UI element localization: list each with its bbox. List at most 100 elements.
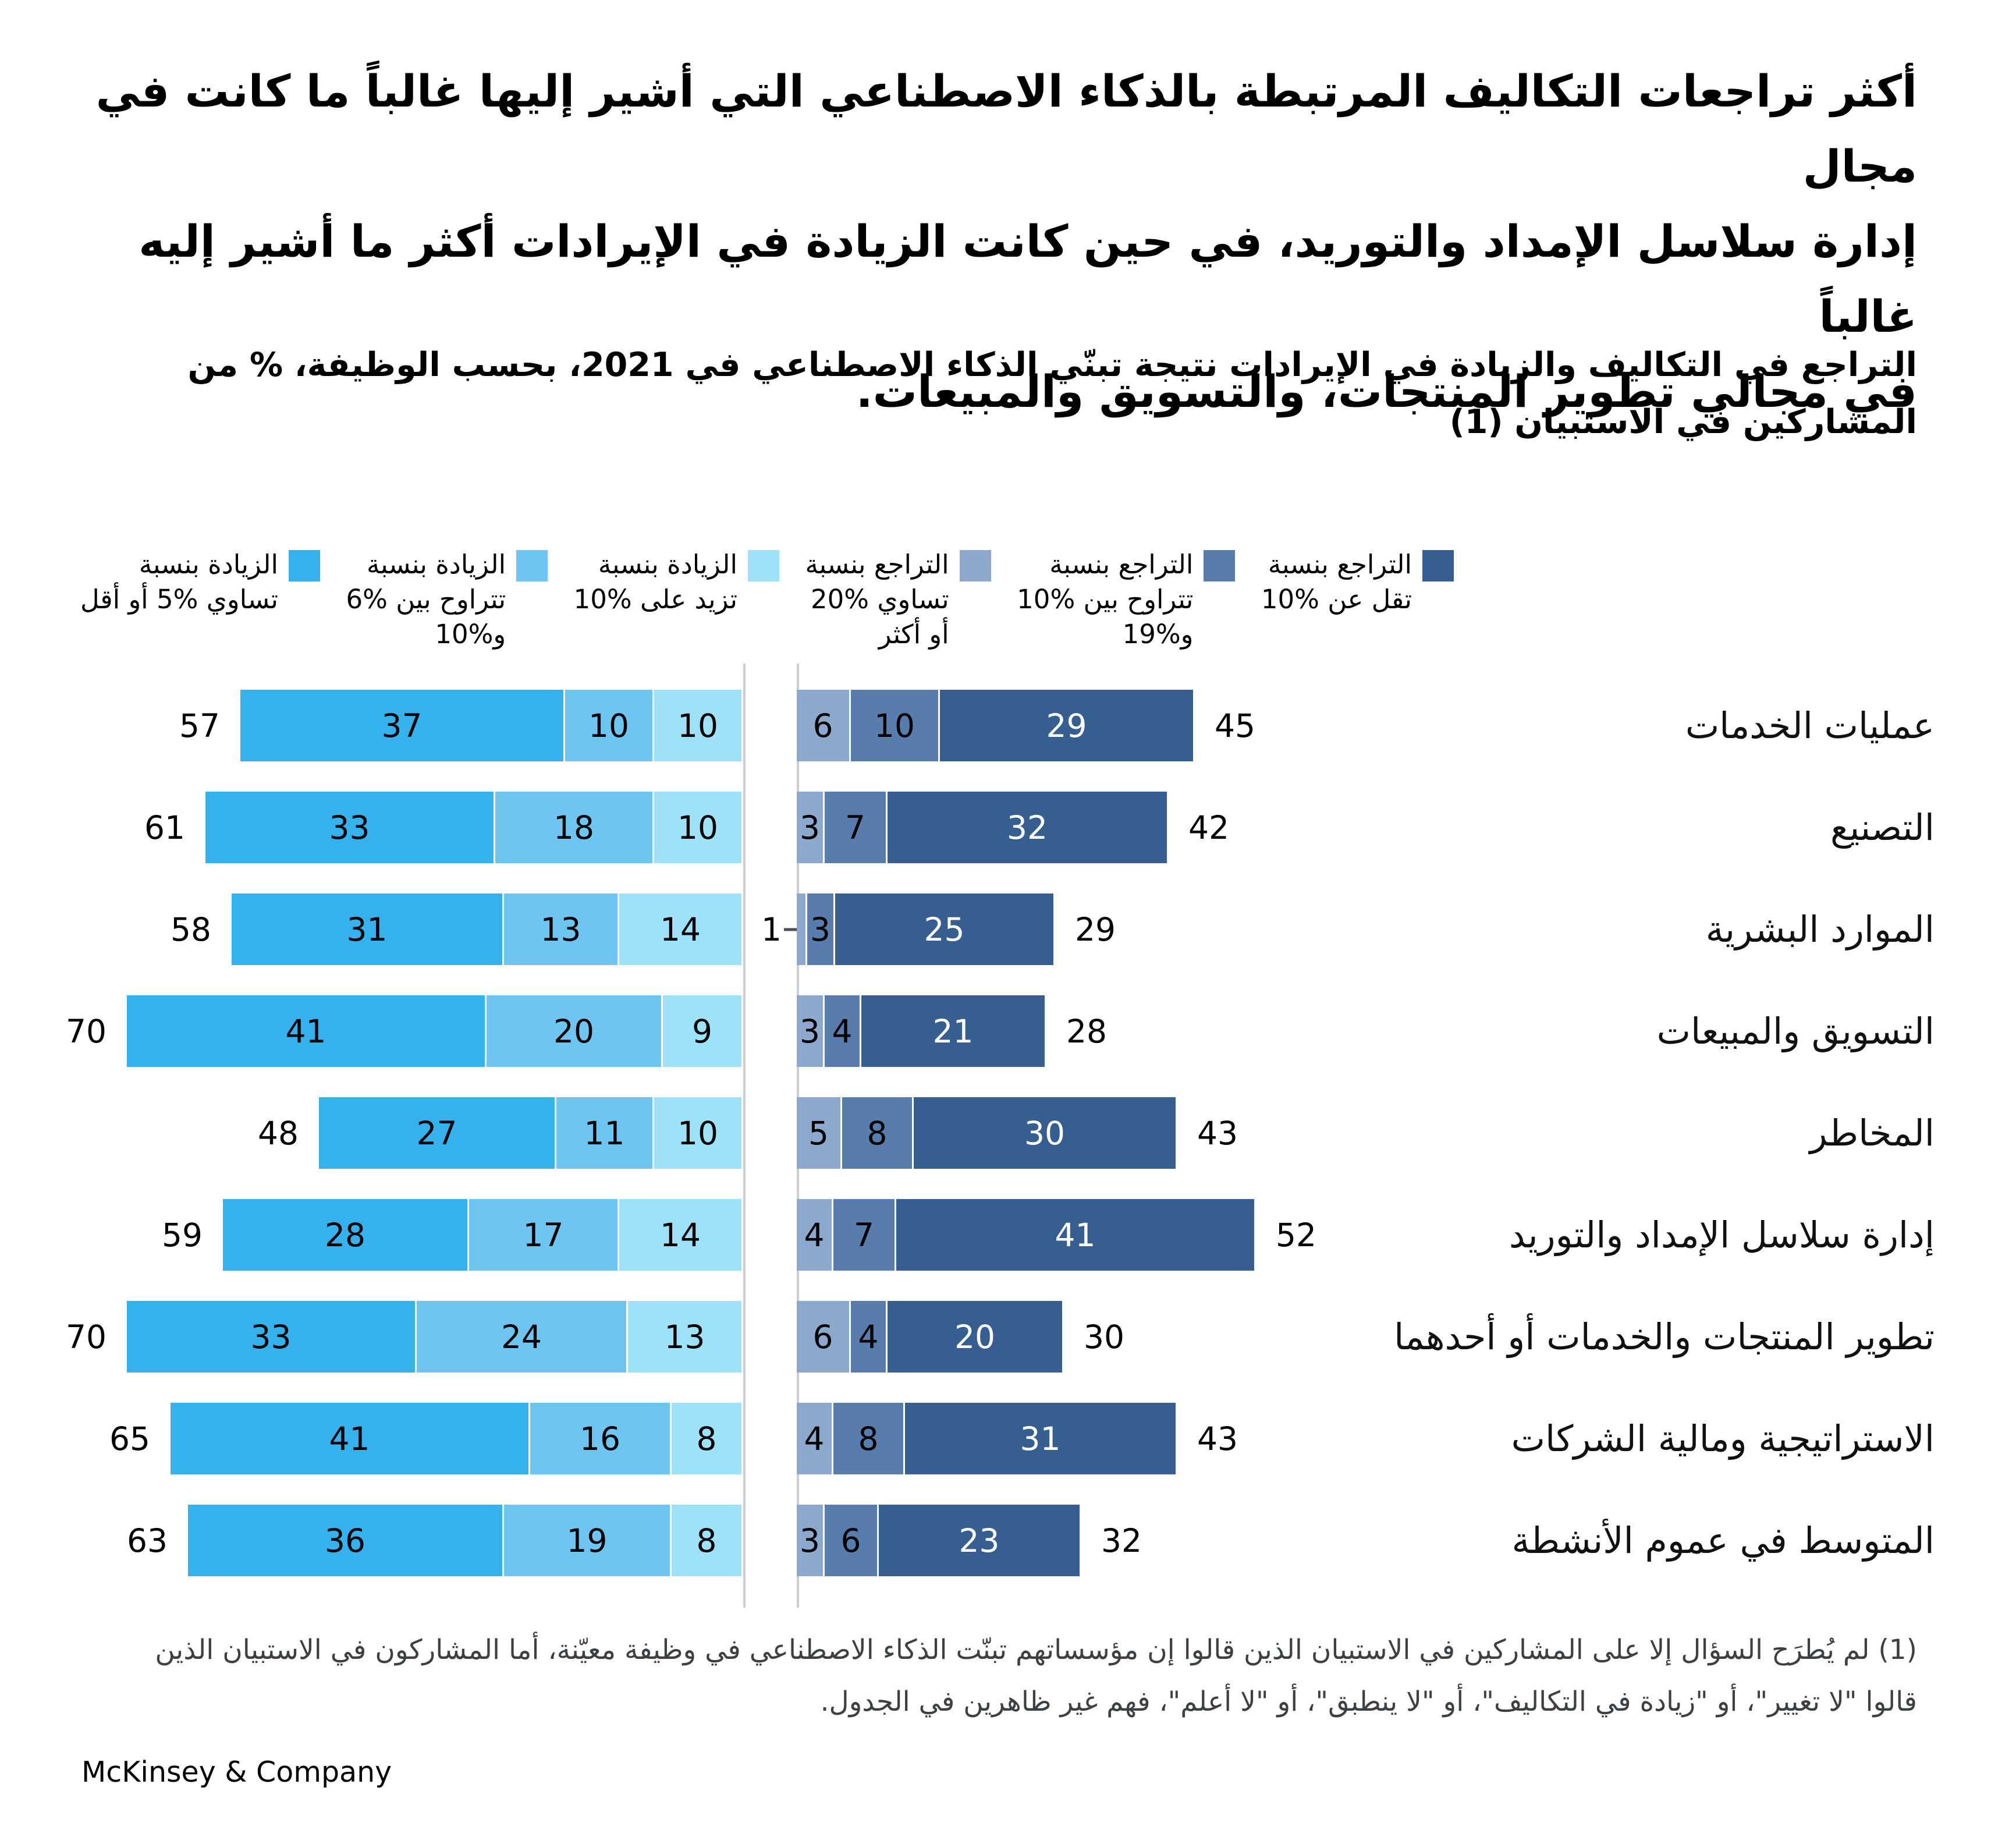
axis-line-increase xyxy=(743,664,746,1608)
segment-value-label: 41 xyxy=(285,1012,326,1050)
increase-segment: 33 xyxy=(205,792,494,863)
increase-segment: 37 xyxy=(240,690,563,761)
decrease-segment: 4 xyxy=(825,995,860,1067)
segment-value-label: 3 xyxy=(800,1012,820,1050)
segment-value-label: 8 xyxy=(867,1114,888,1152)
mckinsey-logo: McKinsey & Company xyxy=(81,1756,392,1789)
decrease-bar: 6 4 20 30 xyxy=(797,1301,1124,1373)
decrease-bar: 6 10 29 45 xyxy=(797,690,1255,761)
row-label: التصنيع xyxy=(1830,806,1935,849)
segment-value-label: 32 xyxy=(1007,808,1048,846)
segment-value-label: 3 xyxy=(800,1522,820,1559)
row-label: المتوسط في عموم الأنشطة xyxy=(1511,1519,1935,1562)
segment-value-label: 37 xyxy=(381,707,423,744)
increase-segment: 27 xyxy=(319,1097,555,1169)
decrease-total-label: 43 xyxy=(1197,1114,1238,1152)
segment-value-label: 41 xyxy=(329,1420,370,1457)
increase-bar: 70 33 24 13 xyxy=(66,1301,741,1373)
segment-value-label: 14 xyxy=(660,910,701,948)
chart-row: 70 41 20 9 3 4 21 28 التسويق والمبيعات xyxy=(0,995,2016,1067)
chart-row: 61 33 18 10 3 7 32 42 التصنيع xyxy=(0,792,2016,863)
segment-value-label: 33 xyxy=(250,1318,292,1356)
segment-value-label: 10 xyxy=(677,707,718,744)
increase-segment: 10 xyxy=(565,690,652,761)
chart-row: 58 31 13 14 1 3 25 29 الموارد البشرية xyxy=(0,893,2016,965)
legend-label-decrease-lt-10: التراجع بنسبة تقل عن %10 xyxy=(1261,549,1412,615)
row-label: الاستراتيجية ومالية الشركات xyxy=(1511,1417,1935,1460)
segment-value-label: 9 xyxy=(692,1012,712,1050)
segment-value-label: 31 xyxy=(346,910,388,948)
decrease-segment: 3 xyxy=(807,893,833,965)
decrease-segment: 41 xyxy=(896,1199,1254,1271)
decrease-segment: 3 xyxy=(797,792,823,863)
increase-segment: 20 xyxy=(487,995,661,1067)
increase-total-label: 63 xyxy=(127,1522,168,1559)
increase-bar: 70 41 20 9 xyxy=(66,995,741,1067)
decrease-segment: 4 xyxy=(851,1301,886,1373)
segment-value-label: 41 xyxy=(1055,1216,1096,1254)
segment-value-label-outside: 1 xyxy=(761,910,782,948)
segment-value-label: 7 xyxy=(854,1216,874,1254)
decrease-total-label: 52 xyxy=(1276,1216,1316,1254)
increase-bar: 65 41 16 8 xyxy=(109,1403,741,1474)
decrease-segment: 25 xyxy=(835,893,1053,965)
segment-value-label: 5 xyxy=(808,1114,829,1152)
decrease-segment: 20 xyxy=(888,1301,1062,1373)
increase-segment: 28 xyxy=(223,1199,467,1271)
decrease-segment: 23 xyxy=(879,1505,1080,1576)
segment-value-label: 7 xyxy=(845,808,865,846)
decrease-segment: 30 xyxy=(914,1097,1176,1169)
legend-label-increase-gt-10: الزيادة بنسبة تزيد على %10 xyxy=(573,549,738,615)
increase-segment: 31 xyxy=(232,893,502,965)
increase-segment: 10 xyxy=(654,1097,741,1169)
segment-value-label: 6 xyxy=(840,1522,861,1559)
decrease-segment: 6 xyxy=(797,690,849,761)
segment-value-label: 10 xyxy=(588,707,629,744)
increase-total-label: 65 xyxy=(109,1420,150,1457)
increase-segment: 10 xyxy=(654,690,741,761)
increase-segment: 24 xyxy=(417,1301,626,1373)
footnote: (1) لم يُطرَح السؤال إلا على المشاركين ف… xyxy=(155,1634,1917,1718)
segment-value-label: 20 xyxy=(553,1012,594,1050)
segment-value-label: 19 xyxy=(566,1522,608,1559)
legend-item-increase-6-10: الزيادة بنسبة تتراوح بين %6 و%10 xyxy=(346,547,548,652)
decrease-segment: 29 xyxy=(940,690,1193,761)
decrease-segment: 8 xyxy=(842,1097,912,1169)
segment-value-label: 17 xyxy=(523,1216,564,1254)
segment-value-label: 13 xyxy=(540,910,581,948)
increase-segment: 14 xyxy=(619,1199,741,1271)
chart-row: 70 33 24 13 6 4 20 30 تطوير المنتجات والخدمات أو… xyxy=(0,1301,2016,1373)
segment-value-label: 8 xyxy=(858,1420,879,1457)
legend-label-decrease-10-19: التراجع بنسبة تتراوح بين %10 و%19 xyxy=(1017,549,1194,650)
increase-segment: 8 xyxy=(672,1505,741,1576)
row-label: الموارد البشرية xyxy=(1705,908,1935,951)
legend-swatch-decrease-10-19 xyxy=(1204,550,1236,581)
increase-segment: 10 xyxy=(654,792,741,863)
segment-value-label: 36 xyxy=(325,1522,365,1559)
increase-segment: 8 xyxy=(672,1403,741,1474)
decrease-segment: 6 xyxy=(797,1301,849,1373)
segment-value-label: 33 xyxy=(329,808,370,846)
decrease-total-label: 29 xyxy=(1075,910,1116,948)
legend-item-decrease-ge-20: التراجع بنسبة تساوي %20 أو أكثر xyxy=(805,547,991,652)
decrease-segment: 21 xyxy=(861,995,1045,1067)
segment-value-label: 10 xyxy=(677,808,718,846)
segment-value-label: 8 xyxy=(696,1420,717,1457)
leader-dash xyxy=(784,928,797,931)
segment-value-label: 8 xyxy=(696,1522,717,1559)
increase-segment: 41 xyxy=(171,1403,528,1474)
decrease-segment: 3 xyxy=(797,995,823,1067)
segment-value-label: 14 xyxy=(660,1216,701,1254)
decrease-total-label: 45 xyxy=(1215,707,1255,744)
segment-value-label: 21 xyxy=(932,1012,974,1050)
decrease-total-label: 32 xyxy=(1101,1522,1142,1559)
segment-value-label: 4 xyxy=(832,1012,853,1050)
increase-segment: 33 xyxy=(127,1301,415,1373)
increase-segment: 16 xyxy=(530,1403,670,1474)
chart-row: 63 36 19 8 3 6 23 32 المتوسط في عموم الأنشطة xyxy=(0,1505,2016,1576)
segment-value-label: 11 xyxy=(584,1114,625,1152)
increase-bar: 59 28 17 14 xyxy=(162,1199,741,1271)
increase-total-label: 70 xyxy=(66,1012,107,1050)
segment-value-label: 23 xyxy=(959,1522,1000,1559)
